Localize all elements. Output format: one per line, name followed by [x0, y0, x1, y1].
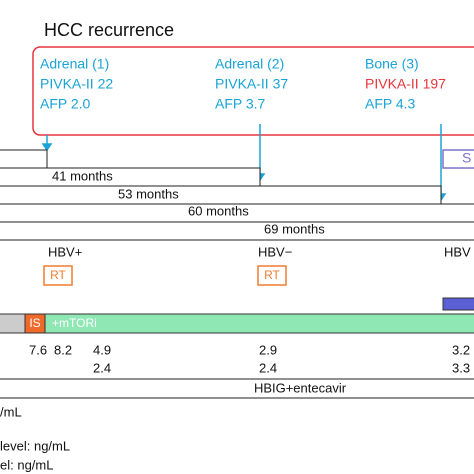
- blue-bar: [442, 297, 474, 311]
- level: 2.9: [259, 342, 277, 357]
- hbig: HBIG+entecavir: [254, 380, 347, 395]
- level: 2.4: [259, 360, 277, 375]
- site: Adrenal (2): [215, 56, 284, 72]
- rt-box: [43, 265, 73, 286]
- hbv: HBV+: [48, 244, 82, 259]
- recurrence-box: [32, 46, 474, 136]
- pivka: PIVKA-II 37: [215, 76, 288, 92]
- legend: /mL: [0, 404, 22, 419]
- duration: 53 months: [118, 186, 179, 201]
- is-label: IS: [29, 316, 40, 330]
- legend: level: ng/mL: [0, 438, 70, 453]
- duration-bar: [0, 221, 474, 241]
- level: 3.3: [452, 360, 470, 375]
- hbv: HBV−: [258, 244, 292, 259]
- rt-box: [257, 265, 287, 286]
- level: 8.2: [54, 342, 72, 357]
- mtori-label: +mTORi: [52, 316, 97, 330]
- mtori-bar: [44, 313, 474, 334]
- level: 3.2: [452, 342, 470, 357]
- level: 2.4: [93, 360, 111, 375]
- duration-bar: [0, 149, 48, 169]
- rt: RT: [50, 268, 66, 282]
- level: 4.9: [93, 342, 111, 357]
- title: HCC recurrence: [44, 20, 174, 40]
- duration: 60 months: [188, 203, 249, 218]
- side-box: [442, 149, 474, 169]
- pivka: PIVKA-II 197: [365, 76, 446, 92]
- hbv: HBV: [444, 244, 471, 259]
- duration: 69 months: [264, 221, 325, 236]
- side-label: S: [462, 150, 471, 166]
- duration-bar: [0, 185, 442, 205]
- duration-bar: [0, 167, 261, 187]
- hbig-bar: [0, 378, 474, 399]
- pivka: PIVKA-II 22: [40, 76, 113, 92]
- rt: RT: [264, 268, 280, 282]
- afp: AFP 4.3: [365, 96, 416, 112]
- afp: AFP 2.0: [40, 96, 91, 112]
- afp: AFP 3.7: [215, 96, 266, 112]
- site: Bone (3): [365, 56, 419, 72]
- duration: 41 months: [52, 168, 113, 183]
- legend: el: ng/mL: [0, 457, 53, 472]
- grey-bar: [0, 313, 26, 334]
- level: 7.6: [29, 342, 47, 357]
- site: Adrenal (1): [40, 56, 109, 72]
